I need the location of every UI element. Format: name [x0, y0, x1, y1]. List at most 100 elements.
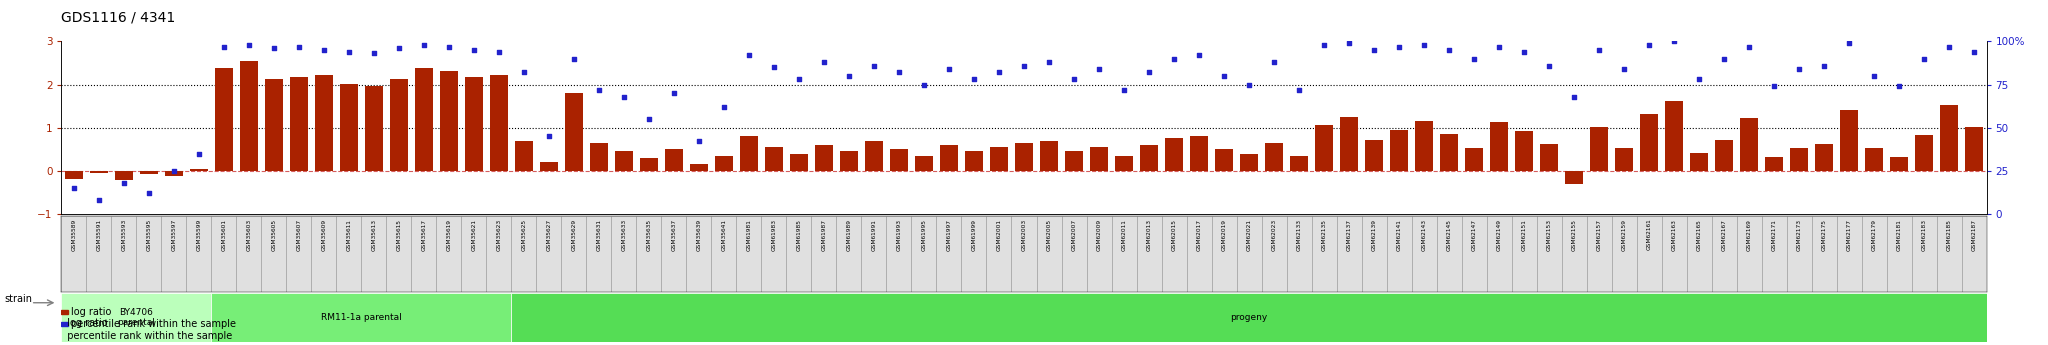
- Bar: [139, 171, 158, 174]
- Bar: [1761, 216, 1786, 292]
- Bar: [637, 216, 662, 292]
- Bar: [1812, 216, 1837, 292]
- Text: GSM62155: GSM62155: [1571, 219, 1577, 251]
- Bar: [1737, 216, 1761, 292]
- Text: GSM62171: GSM62171: [1772, 219, 1776, 250]
- Bar: [115, 171, 133, 180]
- Text: GSM62019: GSM62019: [1221, 219, 1227, 251]
- Text: strain: strain: [4, 294, 33, 304]
- Bar: [489, 75, 508, 171]
- Bar: [1161, 216, 1186, 292]
- Text: GSM62149: GSM62149: [1497, 219, 1501, 251]
- Text: GSM62159: GSM62159: [1622, 219, 1626, 251]
- Bar: [1262, 216, 1286, 292]
- Bar: [516, 141, 532, 171]
- Bar: [864, 141, 883, 171]
- Text: GSM62151: GSM62151: [1522, 219, 1526, 250]
- Bar: [111, 216, 137, 292]
- Point: [432, 44, 465, 49]
- Bar: [1511, 216, 1536, 292]
- Text: GSM62013: GSM62013: [1147, 219, 1151, 251]
- Bar: [1540, 144, 1559, 171]
- Text: GSM62153: GSM62153: [1546, 219, 1552, 251]
- Point: [508, 70, 541, 75]
- Bar: [1716, 140, 1733, 171]
- Bar: [541, 162, 557, 171]
- Text: GSM35619: GSM35619: [446, 219, 451, 251]
- Bar: [1440, 134, 1458, 171]
- Text: GSM61993: GSM61993: [897, 219, 901, 251]
- Text: GSM61999: GSM61999: [971, 219, 977, 251]
- Text: GSM35599: GSM35599: [197, 219, 201, 251]
- Text: GSM62135: GSM62135: [1321, 219, 1327, 251]
- Point: [1307, 42, 1339, 48]
- Bar: [1266, 143, 1282, 171]
- Bar: [90, 171, 109, 173]
- Text: GSM62157: GSM62157: [1597, 219, 1602, 251]
- Bar: [1815, 144, 1833, 171]
- Point: [883, 70, 915, 75]
- Bar: [512, 293, 1987, 342]
- Text: GSM62179: GSM62179: [1872, 219, 1876, 251]
- Bar: [836, 216, 862, 292]
- Bar: [465, 77, 483, 171]
- Point: [207, 44, 240, 49]
- Bar: [1565, 171, 1583, 184]
- Text: GSM62021: GSM62021: [1247, 219, 1251, 251]
- Bar: [336, 216, 360, 292]
- Text: GSM61991: GSM61991: [872, 219, 877, 250]
- Bar: [1362, 216, 1386, 292]
- Bar: [1939, 105, 1958, 171]
- Bar: [1616, 148, 1632, 171]
- Point: [1559, 94, 1591, 99]
- Point: [1782, 66, 1815, 72]
- Bar: [461, 216, 487, 292]
- Bar: [1137, 216, 1161, 292]
- Text: GSM35633: GSM35633: [621, 219, 627, 251]
- Text: GSM35589: GSM35589: [72, 219, 76, 251]
- Bar: [1491, 122, 1507, 171]
- Bar: [291, 77, 307, 171]
- Text: GSM35623: GSM35623: [496, 219, 502, 251]
- Bar: [311, 216, 336, 292]
- Bar: [991, 147, 1008, 171]
- Point: [1032, 59, 1065, 65]
- Point: [1182, 52, 1214, 58]
- Bar: [1915, 135, 1933, 171]
- Bar: [186, 216, 211, 292]
- Point: [1282, 87, 1315, 92]
- Bar: [190, 169, 207, 171]
- Bar: [1339, 117, 1358, 171]
- Point: [657, 90, 690, 96]
- Text: RM11-1a parental: RM11-1a parental: [322, 313, 401, 322]
- Point: [1708, 56, 1741, 61]
- Text: GSM62187: GSM62187: [1972, 219, 1976, 251]
- Text: GSM61989: GSM61989: [846, 219, 852, 251]
- Bar: [1290, 156, 1309, 171]
- Point: [1683, 77, 1716, 82]
- Text: GSM35593: GSM35593: [121, 219, 127, 251]
- Point: [307, 47, 340, 53]
- Text: GSM61985: GSM61985: [797, 219, 801, 251]
- Bar: [440, 71, 457, 171]
- Text: GSM62185: GSM62185: [1946, 219, 1952, 251]
- Bar: [391, 79, 408, 171]
- Point: [807, 59, 840, 65]
- Bar: [1112, 216, 1137, 292]
- Point: [1657, 39, 1690, 44]
- Bar: [1415, 121, 1434, 171]
- Bar: [936, 216, 961, 292]
- Text: GSM61997: GSM61997: [946, 219, 952, 251]
- Bar: [86, 216, 111, 292]
- Bar: [1866, 148, 1882, 171]
- Point: [782, 77, 815, 82]
- Point: [1907, 56, 1939, 61]
- Bar: [1937, 216, 1962, 292]
- Bar: [264, 79, 283, 171]
- Bar: [811, 216, 836, 292]
- Point: [1333, 40, 1366, 46]
- Bar: [762, 216, 786, 292]
- Bar: [1040, 141, 1057, 171]
- Point: [1757, 83, 1790, 89]
- Text: percentile rank within the sample: percentile rank within the sample: [61, 332, 233, 341]
